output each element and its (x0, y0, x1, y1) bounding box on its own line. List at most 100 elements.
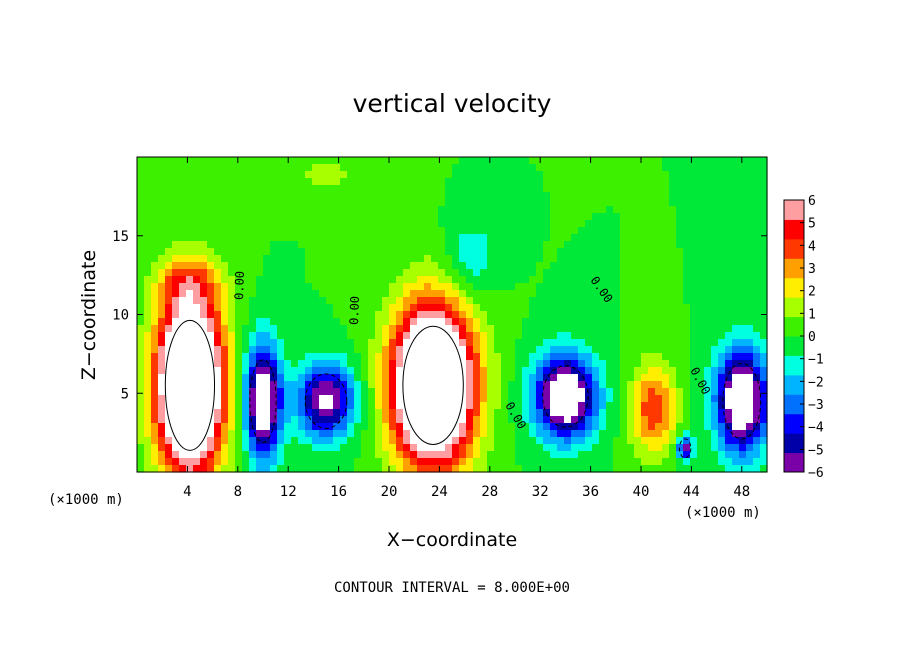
heatmap-cell (144, 213, 152, 221)
heatmap-cell (494, 234, 502, 242)
heatmap-cell (501, 423, 509, 431)
heatmap-cell (494, 164, 502, 172)
heatmap-cell (697, 374, 705, 382)
heatmap-cell (179, 367, 187, 375)
heatmap-cell (634, 290, 642, 298)
heatmap-cell (235, 339, 243, 347)
heatmap-cell (452, 185, 460, 193)
heatmap-cell (711, 262, 719, 270)
heatmap-cell (137, 458, 145, 466)
heatmap-cell (375, 325, 383, 333)
heatmap-cell (340, 458, 348, 466)
heatmap-cell (697, 360, 705, 368)
heatmap-cell (382, 409, 390, 417)
heatmap-cell (137, 318, 145, 326)
heatmap-cell (410, 276, 418, 284)
heatmap-cell (305, 374, 313, 382)
heatmap-cell (431, 220, 439, 228)
heatmap-cell (445, 353, 453, 361)
heatmap-cell (319, 437, 327, 445)
heatmap-cell (158, 437, 166, 445)
heatmap-cell (361, 157, 369, 165)
heatmap-cell (452, 430, 460, 438)
heatmap-cell (543, 416, 551, 424)
heatmap-cell (697, 458, 705, 466)
heatmap-cell (389, 360, 397, 368)
heatmap-cell (389, 353, 397, 361)
heatmap-cell (389, 416, 397, 424)
heatmap-cell (494, 458, 502, 466)
heatmap-cell (445, 395, 453, 403)
heatmap-cell (578, 381, 586, 389)
heatmap-cell (151, 164, 159, 172)
heatmap-cell (200, 339, 208, 347)
heatmap-cell (690, 220, 698, 228)
heatmap-cell (550, 206, 558, 214)
heatmap-cell (445, 185, 453, 193)
heatmap-cell (697, 262, 705, 270)
heatmap-cell (718, 465, 726, 473)
colorbar-swatch (784, 394, 804, 415)
heatmap-cell (655, 367, 663, 375)
heatmap-cell (438, 178, 446, 186)
contour-label: 0.00 (347, 296, 362, 325)
heatmap-cell (235, 241, 243, 249)
heatmap-cell (396, 458, 404, 466)
colorbar-swatch (784, 433, 804, 454)
heatmap-cell (732, 360, 740, 368)
heatmap-cell (571, 416, 579, 424)
heatmap-cell (739, 451, 747, 459)
heatmap-cell (137, 437, 145, 445)
heatmap-cell (592, 458, 600, 466)
heatmap-cell (312, 416, 320, 424)
heatmap-cell (620, 297, 628, 305)
heatmap-cell (564, 346, 572, 354)
heatmap-cell (704, 374, 712, 382)
heatmap-cell (445, 444, 453, 452)
heatmap-cell (704, 451, 712, 459)
heatmap-cell (515, 381, 523, 389)
heatmap-cell (340, 283, 348, 291)
heatmap-cell (158, 374, 166, 382)
heatmap-cell (557, 388, 565, 396)
heatmap-cell (151, 423, 159, 431)
heatmap-cell (144, 283, 152, 291)
heatmap-cell (347, 290, 355, 298)
heatmap-cell (648, 213, 656, 221)
heatmap-cell (452, 409, 460, 417)
heatmap-cell (683, 311, 691, 319)
heatmap-cell (627, 199, 635, 207)
heatmap-cell (396, 402, 404, 410)
heatmap-cell (655, 199, 663, 207)
heatmap-cell (564, 192, 572, 200)
heatmap-cell (452, 227, 460, 235)
heatmap-cell (270, 206, 278, 214)
heatmap-cell (284, 311, 292, 319)
heatmap-cell (620, 304, 628, 312)
heatmap-cell (487, 437, 495, 445)
heatmap-cell (543, 381, 551, 389)
heatmap-cell (725, 416, 733, 424)
heatmap-cell (620, 255, 628, 263)
heatmap-cell (571, 283, 579, 291)
heatmap-cell (249, 178, 257, 186)
heatmap-cell (403, 185, 411, 193)
heatmap-cell (501, 290, 509, 298)
heatmap-cell (396, 311, 404, 319)
heatmap-cell (683, 206, 691, 214)
heatmap-cell (228, 437, 236, 445)
heatmap-cell (676, 437, 684, 445)
heatmap-cell (137, 381, 145, 389)
heatmap-cell (746, 192, 754, 200)
heatmap-cell (431, 311, 439, 319)
heatmap-cell (704, 262, 712, 270)
heatmap-cell (459, 199, 467, 207)
heatmap-cell (515, 290, 523, 298)
heatmap-cell (473, 213, 481, 221)
heatmap-cell (326, 367, 334, 375)
heatmap-cell (704, 395, 712, 403)
heatmap-cell (438, 192, 446, 200)
heatmap-cell (669, 227, 677, 235)
heatmap-cell (578, 409, 586, 417)
heatmap-cell (417, 374, 425, 382)
